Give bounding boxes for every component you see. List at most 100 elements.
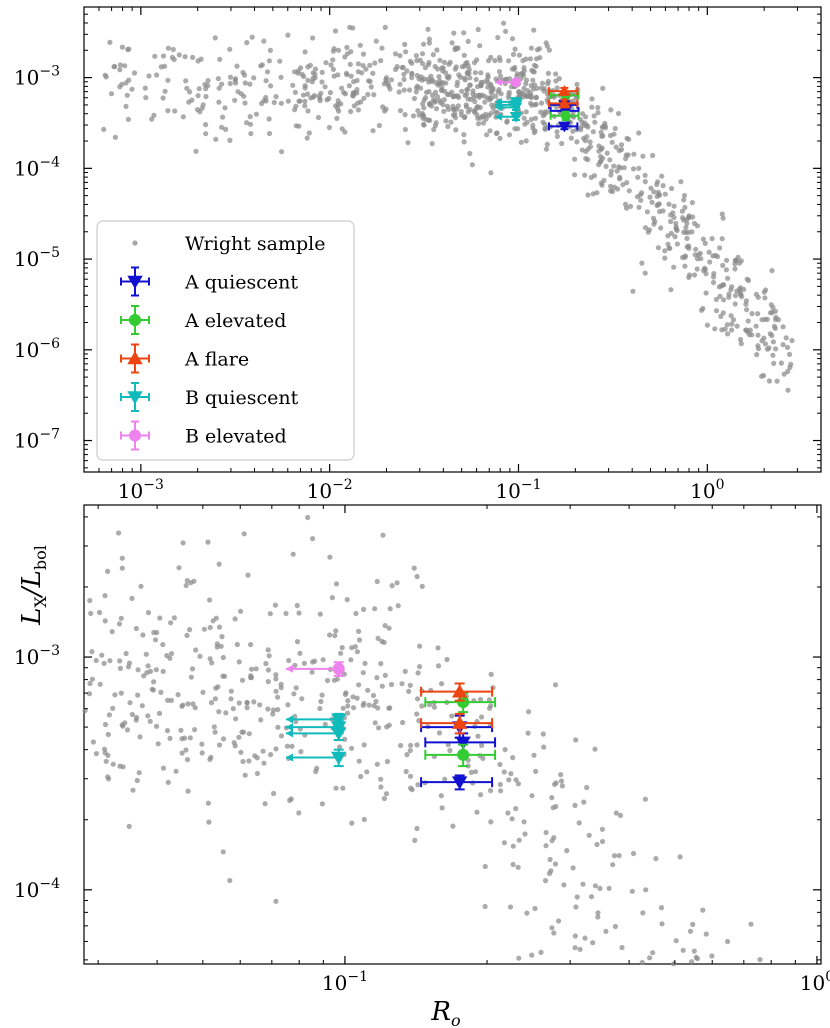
wright-point — [141, 673, 147, 679]
wright-point — [521, 65, 527, 71]
wright-point — [451, 106, 457, 112]
legend-label: B elevated — [185, 426, 287, 448]
wright-point — [393, 66, 399, 72]
wright-point — [434, 47, 440, 53]
wright-point — [493, 76, 499, 82]
wright-point — [312, 71, 318, 78]
wright-point — [432, 123, 438, 129]
wright-point — [439, 681, 445, 687]
x-tick-exp: 0 — [825, 969, 830, 985]
wright-point — [445, 123, 451, 130]
wright-point — [436, 730, 443, 736]
bottom-axes-frame — [83, 504, 822, 965]
wright-point — [401, 87, 407, 93]
y-tick-label: 10−4 — [14, 154, 60, 180]
wright-point — [721, 297, 727, 303]
wright-point — [545, 70, 552, 76]
wright-point — [168, 620, 174, 626]
wright-point — [691, 272, 698, 278]
wright-point — [488, 83, 494, 89]
wright-point — [187, 627, 193, 633]
wright-point — [153, 723, 160, 729]
wright-point — [531, 752, 537, 758]
wright-point — [642, 179, 648, 185]
wright-point — [242, 772, 248, 778]
y-tick-exp: −3 — [39, 643, 60, 659]
wright-point — [546, 47, 553, 53]
wright-point — [192, 705, 198, 711]
wright-point — [738, 291, 744, 297]
wright-point — [671, 961, 677, 967]
wright-point — [151, 112, 157, 118]
wright-point — [142, 85, 148, 91]
wright-point — [160, 642, 166, 648]
wright-point — [724, 257, 730, 263]
wright-point — [533, 94, 540, 100]
wright-point — [601, 177, 607, 184]
wright-point — [240, 758, 246, 765]
wright-point — [635, 174, 641, 180]
wright-point — [284, 743, 290, 749]
wright-point — [668, 218, 674, 225]
wright-point — [694, 256, 701, 262]
wright-point — [423, 95, 429, 101]
x-tick-label: 10−2 — [307, 477, 353, 503]
wright-point — [213, 685, 219, 691]
wright-point — [220, 654, 226, 661]
wright-point — [725, 331, 731, 337]
wright-point — [426, 36, 432, 42]
wright-point — [703, 290, 709, 296]
wright-point — [298, 749, 304, 755]
wright-point — [335, 47, 342, 53]
wright-point — [216, 709, 222, 715]
wright-point — [188, 674, 194, 680]
wright-point — [686, 214, 692, 220]
wright-point — [581, 135, 587, 141]
wright-point — [780, 342, 786, 348]
wright-point — [171, 615, 177, 621]
wright-point — [623, 156, 629, 162]
wright-point — [771, 323, 778, 329]
wright-point — [653, 856, 659, 862]
wright-point — [439, 65, 445, 71]
wright-point — [266, 130, 273, 137]
wright-point — [439, 87, 445, 93]
wright-point — [133, 717, 139, 723]
wright-point — [487, 128, 493, 134]
wright-point — [302, 103, 308, 109]
wright-point — [182, 735, 188, 741]
wright-point — [423, 89, 430, 95]
wright-point — [553, 780, 559, 786]
wright-point — [160, 668, 166, 675]
wright-point — [607, 157, 613, 163]
wright-point — [497, 781, 503, 788]
wright-point — [176, 565, 182, 571]
wright-point — [684, 220, 690, 226]
wright-point — [426, 40, 432, 46]
wright-point — [165, 108, 171, 114]
wright-point — [446, 61, 452, 67]
wright-point — [462, 92, 468, 98]
wright-point — [180, 702, 186, 708]
wright-point — [310, 35, 316, 41]
wright-point — [158, 689, 164, 696]
wright-point — [572, 172, 578, 178]
y-axis-label: LX/Lbol — [17, 545, 50, 626]
wright-point — [376, 725, 382, 731]
wright-point — [273, 676, 279, 682]
wright-point — [110, 705, 116, 712]
wright-point — [600, 155, 606, 161]
wright-point — [435, 645, 441, 651]
wright-point — [413, 53, 419, 59]
wright-point — [131, 70, 138, 76]
wright-point — [397, 53, 403, 59]
wright-point — [645, 229, 651, 235]
wright-point — [209, 660, 215, 666]
wright-point — [258, 717, 264, 723]
wright-point — [472, 769, 479, 775]
wright-point — [502, 747, 508, 753]
wright-point — [737, 336, 744, 343]
wright-point — [434, 94, 440, 100]
wright-point — [626, 188, 632, 194]
